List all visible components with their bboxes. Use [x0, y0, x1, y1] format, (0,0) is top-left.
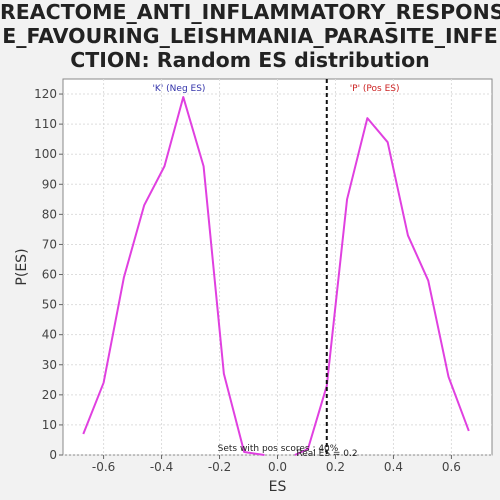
- y-tick-label: 80: [42, 207, 57, 221]
- y-axis-ticks: 0 10 20 30 40 50 60 70 80 90 100 110 120: [34, 87, 63, 462]
- x-tick-label: -0.4: [150, 460, 173, 474]
- y-tick-label: 30: [42, 358, 57, 372]
- y-tick-label: 60: [42, 268, 57, 282]
- neg-es-series-line: [82, 96, 265, 456]
- x-tick-label: -0.2: [208, 460, 231, 474]
- pos-es-label: 'P' (Pos ES): [350, 84, 400, 94]
- y-tick-label: 110: [34, 117, 57, 131]
- x-axis-ticks: -0.6 -0.4 -0.2 0.0 0.2 0.4 0.6: [92, 455, 461, 474]
- grid-lines: [63, 79, 492, 456]
- x-tick-label: 0.4: [384, 460, 403, 474]
- x-tick-label: 0.0: [268, 460, 287, 474]
- y-axis-label: P(ES): [14, 248, 30, 285]
- y-tick-label: 50: [42, 298, 57, 312]
- chart-title: REACTOME_ANTI_INFLAMMATORY_RESPONS E_FAV…: [0, 0, 500, 72]
- y-tick-label: 40: [42, 328, 57, 342]
- x-tick-label: 0.2: [326, 460, 345, 474]
- y-tick-label: 70: [42, 237, 57, 251]
- x-tick-label: -0.6: [92, 460, 115, 474]
- x-tick-label: 0.6: [442, 460, 461, 474]
- series-lines: [82, 96, 470, 456]
- real-es-note: Real ES = 0.2: [296, 449, 357, 459]
- pos-es-series-line: [294, 117, 470, 456]
- y-tick-label: 90: [42, 177, 57, 191]
- y-tick-label: 0: [49, 448, 57, 462]
- y-tick-label: 10: [42, 418, 57, 432]
- neg-es-label: 'K' (Neg ES): [152, 84, 205, 94]
- pos-score-note: Sets with pos scores : 40%: [218, 444, 339, 454]
- y-tick-label: 120: [34, 87, 57, 101]
- y-tick-label: 20: [42, 388, 57, 402]
- x-axis-label: ES: [269, 479, 287, 495]
- y-tick-label: 100: [34, 147, 57, 161]
